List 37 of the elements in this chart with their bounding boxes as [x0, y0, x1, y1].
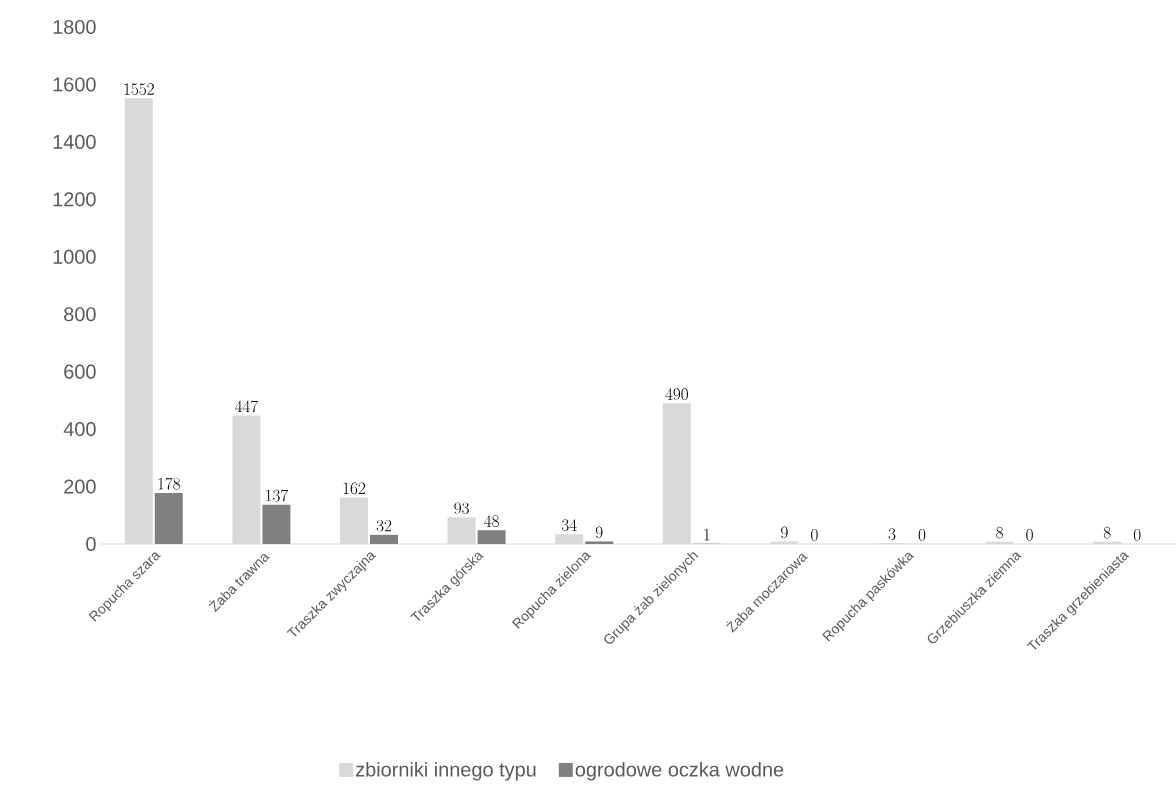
y-tick-label: 1000: [53, 249, 96, 264]
y-tick-label: 600: [64, 364, 96, 379]
data-label: 8: [996, 526, 1003, 539]
data-label: 8: [1103, 526, 1111, 539]
data-label: 1: [704, 528, 710, 541]
data-label: 9: [781, 526, 788, 539]
bar: [477, 530, 506, 544]
data-label: 0: [811, 529, 818, 541]
data-label: 9: [595, 526, 603, 539]
data-label: 32: [376, 519, 392, 532]
y-tick-label: 800: [64, 307, 96, 322]
bar: [154, 492, 183, 544]
y-tick-label: 400: [63, 422, 96, 437]
data-label: 0: [1026, 529, 1033, 541]
data-label: 93: [454, 502, 469, 515]
data-label: 178: [158, 477, 181, 490]
bar: [262, 504, 291, 544]
data-label: 1552: [124, 83, 154, 95]
data-label: 0: [918, 529, 926, 541]
data-label: 48: [484, 515, 499, 527]
y-tick-label: 1400: [53, 134, 96, 149]
data-label: 447: [234, 400, 259, 413]
data-label: 162: [343, 482, 366, 495]
legend-label: ogrodowe oczka wodne: [575, 761, 784, 781]
y-tick-label: 1200: [53, 192, 96, 207]
y-tick-label: 1600: [53, 77, 96, 92]
y-tick-label: 1800: [53, 19, 96, 35]
y-tick-label: 200: [64, 479, 96, 494]
bar: [585, 541, 614, 544]
data-label: 0: [1133, 529, 1141, 541]
legend-label: zbiorniki innego typu: [355, 761, 536, 781]
data-label: 490: [665, 388, 688, 401]
data-label: 137: [266, 489, 289, 502]
y-tick-label: 0: [86, 536, 96, 552]
data-label: 34: [561, 519, 577, 531]
data-label: 3: [888, 528, 896, 540]
bar: [370, 534, 398, 544]
